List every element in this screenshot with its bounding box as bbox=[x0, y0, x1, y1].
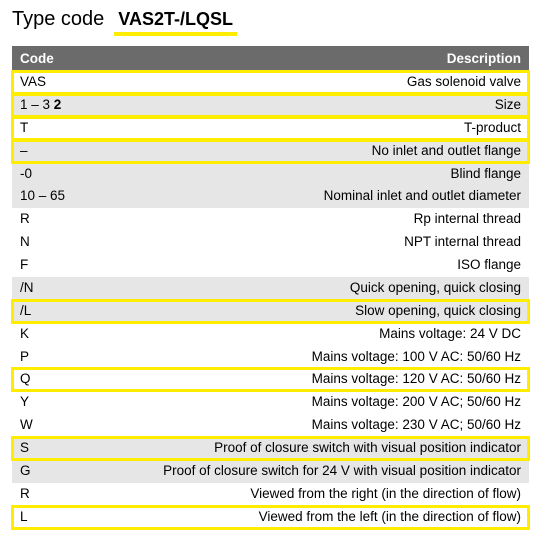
table-row: Q Mains voltage: 120 V AC: 50/60 Hz bbox=[12, 368, 529, 391]
code-text: W bbox=[20, 417, 33, 432]
description-cell: Slow opening, quick closing bbox=[82, 300, 529, 323]
type-code-panel: Type code VAS2T-/LQSL Code Description V… bbox=[0, 0, 541, 541]
description-cell: Mains voltage: 230 V AC; 50/60 Hz bbox=[82, 414, 529, 437]
table-row: – No inlet and outlet flange bbox=[12, 140, 529, 163]
description-cell: No inlet and outlet flange bbox=[82, 140, 529, 163]
code-cell: R bbox=[12, 483, 82, 506]
code-cell: R bbox=[12, 208, 82, 231]
code-cell: 1 – 3 2 bbox=[12, 94, 82, 117]
table-row: W Mains voltage: 230 V AC; 50/60 Hz bbox=[12, 414, 529, 437]
description-cell: Proof of closure switch for 24 V with vi… bbox=[82, 460, 529, 483]
table-row: Y Mains voltage: 200 V AC; 50/60 Hz bbox=[12, 391, 529, 414]
description-cell: Nominal inlet and outlet diameter bbox=[82, 185, 529, 208]
description-cell: Mains voltage: 200 V AC; 50/60 Hz bbox=[82, 391, 529, 414]
table-row: F ISO flange bbox=[12, 254, 529, 277]
description-cell: Quick opening, quick closing bbox=[82, 277, 529, 300]
code-cell: G bbox=[12, 460, 82, 483]
code-bold-suffix: 2 bbox=[50, 97, 61, 112]
code-text: /L bbox=[20, 303, 31, 318]
type-code-value: VAS2T-/LQSL bbox=[114, 9, 237, 36]
description-cell: NPT internal thread bbox=[82, 231, 529, 254]
code-text: R bbox=[20, 211, 30, 226]
code-text: K bbox=[20, 326, 29, 341]
code-cell: N bbox=[12, 231, 82, 254]
header-code: Code bbox=[12, 46, 82, 71]
code-cell: /L bbox=[12, 300, 82, 323]
table-row: G Proof of closure switch for 24 V with v… bbox=[12, 460, 529, 483]
code-text: /N bbox=[20, 280, 34, 295]
title-row: Type code VAS2T-/LQSL bbox=[12, 8, 529, 36]
table-header-row: Code Description bbox=[12, 46, 529, 71]
table-row: 10 – 65 Nominal inlet and outlet diameter bbox=[12, 185, 529, 208]
description-cell: Rp internal thread bbox=[82, 208, 529, 231]
code-cell: F bbox=[12, 254, 82, 277]
table-row: R Viewed from the right (in the direction… bbox=[12, 483, 529, 506]
code-cell: S bbox=[12, 437, 82, 460]
table-row: /N Quick opening, quick closing bbox=[12, 277, 529, 300]
code-text: T bbox=[20, 120, 28, 135]
code-cell: – bbox=[12, 140, 82, 163]
code-cell: Q bbox=[12, 368, 82, 391]
code-text: R bbox=[20, 486, 30, 501]
table-row: L Viewed from the left (in the direction … bbox=[12, 506, 529, 529]
code-text: -0 bbox=[20, 166, 32, 181]
code-text: N bbox=[20, 234, 30, 249]
table-row: K Mains voltage: 24 V DC bbox=[12, 323, 529, 346]
description-cell: Proof of closure switch with visual posi… bbox=[82, 437, 529, 460]
table-row: VAS Gas solenoid valve bbox=[12, 71, 529, 94]
description-cell: Viewed from the left (in the direction o… bbox=[82, 506, 529, 529]
code-text: S bbox=[20, 440, 29, 455]
description-cell: ISO flange bbox=[82, 254, 529, 277]
code-text: Y bbox=[20, 394, 29, 409]
description-cell: Size bbox=[82, 94, 529, 117]
description-cell: T-product bbox=[82, 117, 529, 140]
code-text: 10 – 65 bbox=[20, 188, 65, 203]
description-cell: Blind flange bbox=[82, 163, 529, 186]
code-cell: K bbox=[12, 323, 82, 346]
description-cell: Mains voltage: 120 V AC: 50/60 Hz bbox=[82, 368, 529, 391]
title-label: Type code bbox=[12, 8, 104, 31]
code-text: F bbox=[20, 257, 28, 272]
code-cell: T bbox=[12, 117, 82, 140]
description-cell: Mains voltage: 24 V DC bbox=[82, 323, 529, 346]
code-text: Q bbox=[20, 371, 31, 386]
table-row: N NPT internal thread bbox=[12, 231, 529, 254]
code-text: P bbox=[20, 349, 29, 364]
code-text: 1 – 3 bbox=[20, 97, 50, 112]
type-code-table: Code Description VASGas solenoid valve1 … bbox=[12, 46, 529, 529]
table-row: T T-product bbox=[12, 117, 529, 140]
code-text: VAS bbox=[20, 74, 46, 89]
table-row: -0 Blind flange bbox=[12, 163, 529, 186]
code-cell: 10 – 65 bbox=[12, 185, 82, 208]
code-cell: /N bbox=[12, 277, 82, 300]
code-cell: VAS bbox=[12, 71, 82, 94]
table-row: 1 – 3 2Size bbox=[12, 94, 529, 117]
code-cell: L bbox=[12, 506, 82, 529]
table-row: R Rp internal thread bbox=[12, 208, 529, 231]
header-description: Description bbox=[82, 46, 529, 71]
table-row: P Mains voltage: 100 V AC: 50/60 Hz bbox=[12, 346, 529, 369]
description-cell: Gas solenoid valve bbox=[82, 71, 529, 94]
code-text: – bbox=[20, 143, 28, 158]
code-text: L bbox=[20, 509, 28, 524]
code-cell: -0 bbox=[12, 163, 82, 186]
code-cell: Y bbox=[12, 391, 82, 414]
code-text: G bbox=[20, 463, 31, 478]
table-row: S Proof of closure switch with visual pos… bbox=[12, 437, 529, 460]
code-cell: W bbox=[12, 414, 82, 437]
description-cell: Viewed from the right (in the direction … bbox=[82, 483, 529, 506]
code-cell: P bbox=[12, 346, 82, 369]
description-cell: Mains voltage: 100 V AC: 50/60 Hz bbox=[82, 346, 529, 369]
table-row: /L Slow opening, quick closing bbox=[12, 300, 529, 323]
